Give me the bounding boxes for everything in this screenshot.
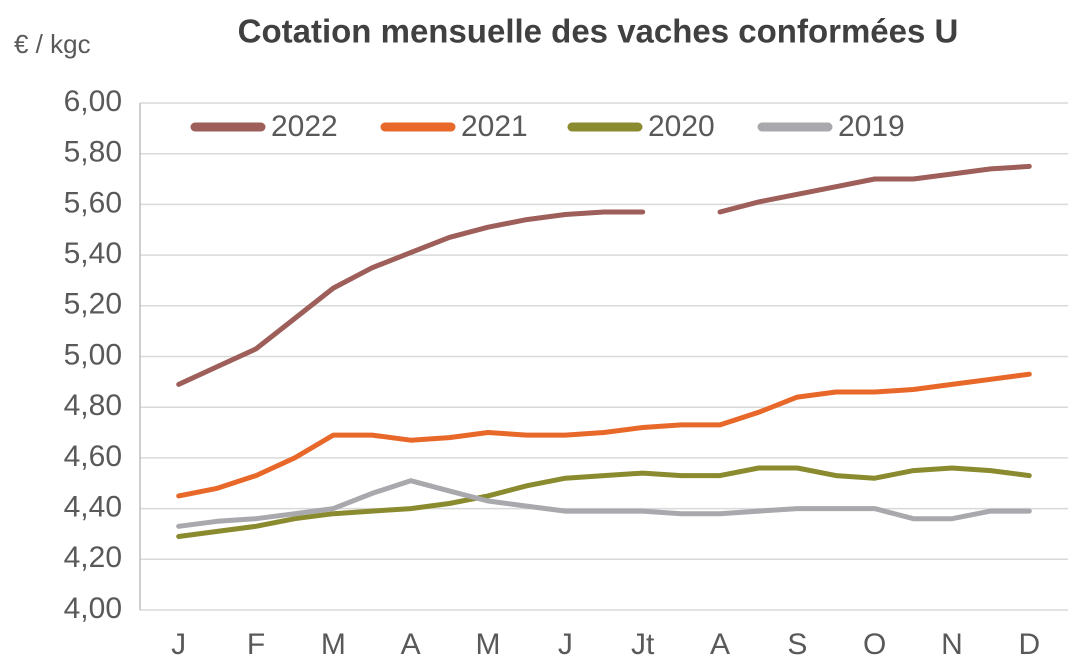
- y-tick-label: 4,40: [64, 491, 122, 524]
- y-tick-label: 4,20: [64, 541, 122, 574]
- y-axis-label: € / kgc: [14, 29, 91, 59]
- x-tick-label: F: [247, 628, 265, 661]
- x-tick-label: M: [476, 628, 501, 661]
- y-tick-label: 5,60: [64, 186, 122, 219]
- legend-label: 2021: [461, 110, 528, 143]
- x-tick-label: J: [558, 628, 573, 661]
- series-line: [176, 465, 1032, 539]
- series-line: [176, 371, 1032, 499]
- y-tick-label: 4,80: [64, 389, 122, 422]
- x-tick-label: A: [710, 628, 730, 661]
- series-line: [176, 478, 1032, 529]
- legend-label: 2020: [648, 110, 715, 143]
- legend-label: 2022: [271, 110, 338, 143]
- y-tick-label: 4,00: [64, 592, 122, 625]
- legend-label: 2019: [838, 110, 905, 143]
- x-tick-label: J: [171, 628, 186, 661]
- y-tick-label: 5,20: [64, 288, 122, 321]
- x-tick-label: O: [863, 628, 886, 661]
- y-tick-label: 6,00: [64, 85, 122, 118]
- x-tick-label: Jt: [631, 628, 655, 661]
- y-tick-label: 5,00: [64, 338, 122, 371]
- y-tick-label: 5,80: [64, 136, 122, 169]
- y-tick-label: 4,60: [64, 440, 122, 473]
- x-tick-label: S: [787, 628, 807, 661]
- y-tick-label: 5,40: [64, 237, 122, 270]
- x-tick-label: A: [401, 628, 421, 661]
- x-tick-label: N: [941, 628, 963, 661]
- x-tick-label: M: [321, 628, 346, 661]
- series-line: [176, 163, 1032, 387]
- x-tick-label: D: [1018, 628, 1040, 661]
- chart-title: Cotation mensuelle des vaches conformées…: [238, 13, 959, 50]
